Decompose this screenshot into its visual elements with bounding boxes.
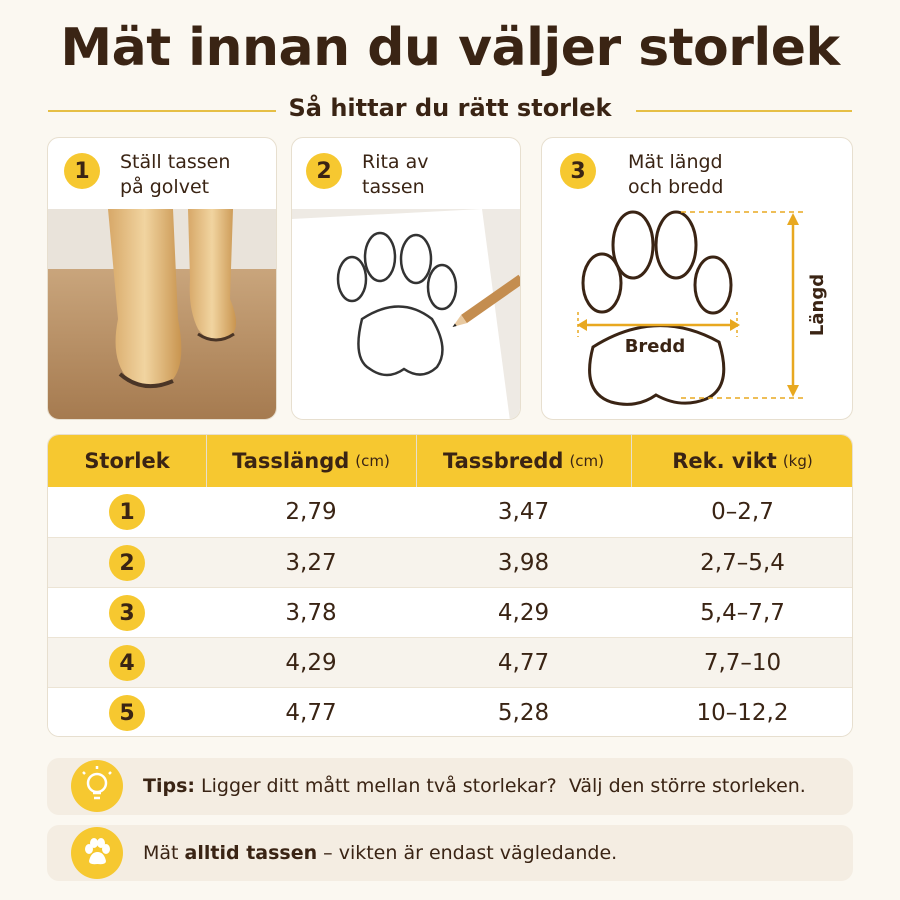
note-part: – vikten är endast vägledande. bbox=[317, 842, 618, 864]
cell-text: 0–2,7 bbox=[711, 499, 774, 525]
table-header: Storlek Tasslängd (cm) Tassbredd (cm) Rek. vi… bbox=[48, 435, 852, 487]
note-text: Mät alltid tassen – vikten är endast väg… bbox=[143, 842, 617, 864]
paw-diagram: Bredd Längd bbox=[577, 210, 828, 406]
cell-text: 4,77 bbox=[285, 700, 337, 726]
table-cell: 3,27 bbox=[206, 538, 416, 588]
cell-text: 4,77 bbox=[497, 650, 550, 676]
header-name: Storlek bbox=[84, 449, 170, 473]
table-cell: 4,77 bbox=[416, 638, 631, 688]
length-label: Längd bbox=[807, 274, 828, 336]
size-table: Storlek Tasslängd (cm) Tassbredd (cm) Rek. vi… bbox=[47, 434, 853, 737]
cell-text: 3,27 bbox=[285, 550, 337, 576]
step-line: Rita av bbox=[362, 151, 429, 173]
table-cell: 2,7–5,4 bbox=[631, 538, 852, 588]
size-badge: 5 bbox=[109, 695, 145, 731]
size-badge: 2 bbox=[109, 545, 145, 581]
note-bold: alltid tassen bbox=[184, 842, 318, 864]
tip-text: Tips: Ligger ditt mått mellan två storle… bbox=[143, 775, 806, 797]
step-line: på golvet bbox=[120, 176, 210, 198]
table-cell: 2 bbox=[48, 538, 206, 588]
table-cell: 3 bbox=[48, 588, 206, 638]
step-text: Mät längd och bredd bbox=[628, 150, 723, 200]
subtitle: Så hittar du rätt storlek bbox=[288, 94, 612, 122]
size-badge: 1 bbox=[109, 494, 145, 530]
header-cell: Rek. vikt (kg) bbox=[631, 435, 852, 487]
rule bbox=[636, 110, 852, 112]
table-row: 3 3,78 4,29 5,4–7,7 bbox=[48, 587, 852, 638]
cell-text: 5,4–7,7 bbox=[700, 600, 785, 626]
cell-text: 2,7–5,4 bbox=[700, 550, 785, 576]
table-cell: 5,4–7,7 bbox=[631, 588, 852, 638]
table-cell: 3,98 bbox=[416, 538, 631, 588]
table-row: 1 2,79 3,47 0–2,7 bbox=[48, 487, 852, 537]
table-row: 2 3,27 3,98 2,7–5,4 bbox=[48, 537, 852, 588]
paw-drawing bbox=[292, 209, 520, 419]
header-unit: (cm) bbox=[569, 452, 605, 470]
step-text: Ställ tassen på golvet bbox=[120, 150, 230, 200]
tip-box: Tips: Ligger ditt mått mellan två storle… bbox=[47, 758, 853, 815]
cell-text: 3,78 bbox=[285, 600, 337, 626]
step-line: och bredd bbox=[628, 176, 724, 198]
step-number: 1 bbox=[64, 153, 100, 189]
table-cell: 7,7–10 bbox=[631, 638, 852, 688]
table-cell: 2,79 bbox=[206, 487, 416, 537]
table-cell: 5,28 bbox=[416, 688, 631, 736]
table-cell: 1 bbox=[48, 487, 206, 537]
header-unit: (kg) bbox=[782, 452, 813, 470]
table-cell: 4,77 bbox=[206, 688, 416, 736]
paw-icon bbox=[71, 827, 123, 879]
step-text: Rita av tassen bbox=[362, 150, 429, 200]
step-number: 2 bbox=[306, 153, 342, 189]
table-cell: 4,29 bbox=[416, 588, 631, 638]
note-box: Mät alltid tassen – vikten är endast väg… bbox=[47, 825, 853, 881]
cell-text: 3,47 bbox=[497, 499, 550, 525]
cell-text: 2,79 bbox=[285, 499, 337, 525]
tip-body: Ligger ditt mått mellan två storlekar? V… bbox=[201, 775, 806, 797]
table-cell: 4,29 bbox=[206, 638, 416, 688]
step-number: 3 bbox=[560, 153, 596, 189]
step-line: Mät längd bbox=[628, 151, 723, 173]
rule bbox=[48, 110, 276, 112]
note-part: Mät bbox=[143, 842, 185, 864]
table-cell: 5 bbox=[48, 688, 206, 736]
size-badge: 4 bbox=[109, 645, 145, 681]
step-card: 1 Ställ tassen på golvet bbox=[47, 137, 277, 420]
header-cell: Storlek bbox=[48, 435, 206, 487]
table-cell: 10–12,2 bbox=[631, 688, 852, 736]
table-row: 4 4,29 4,77 7,7–10 bbox=[48, 637, 852, 688]
width-label: Bredd bbox=[625, 336, 686, 357]
header-unit: (cm) bbox=[355, 452, 390, 470]
size-badge: 3 bbox=[109, 595, 145, 631]
header-name: Tasslängd bbox=[232, 449, 350, 473]
header-name: Tassbredd bbox=[442, 449, 564, 473]
step-card: 2 Rita av tassen bbox=[291, 137, 521, 420]
table-cell: 0–2,7 bbox=[631, 487, 852, 537]
table-cell: 3,47 bbox=[416, 487, 631, 537]
cell-text: 3,98 bbox=[497, 550, 550, 576]
bulb-icon bbox=[71, 760, 123, 812]
header-cell: Tassbredd (cm) bbox=[416, 435, 631, 487]
table-cell: 4 bbox=[48, 638, 206, 688]
table-row: 5 4,77 5,28 10–12,2 bbox=[48, 687, 852, 736]
cell-text: 7,7–10 bbox=[703, 650, 782, 676]
table-cell: 3,78 bbox=[206, 588, 416, 638]
cell-text: 5,28 bbox=[497, 700, 550, 726]
step-line: Ställ tassen bbox=[120, 151, 231, 173]
step-card: 3 Mät längd och bredd bbox=[541, 137, 853, 420]
title: Mät innan du väljer storlek bbox=[60, 18, 840, 78]
cell-text: 10–12,2 bbox=[696, 700, 789, 726]
header-name: Rek. vikt bbox=[672, 449, 777, 473]
cell-text: 4,29 bbox=[497, 600, 550, 626]
tip-label: Tips: bbox=[143, 775, 195, 797]
step-line: tassen bbox=[362, 176, 425, 198]
paw-photo bbox=[48, 209, 276, 419]
cell-text: 4,29 bbox=[285, 650, 337, 676]
header-cell: Tasslängd (cm) bbox=[206, 435, 416, 487]
